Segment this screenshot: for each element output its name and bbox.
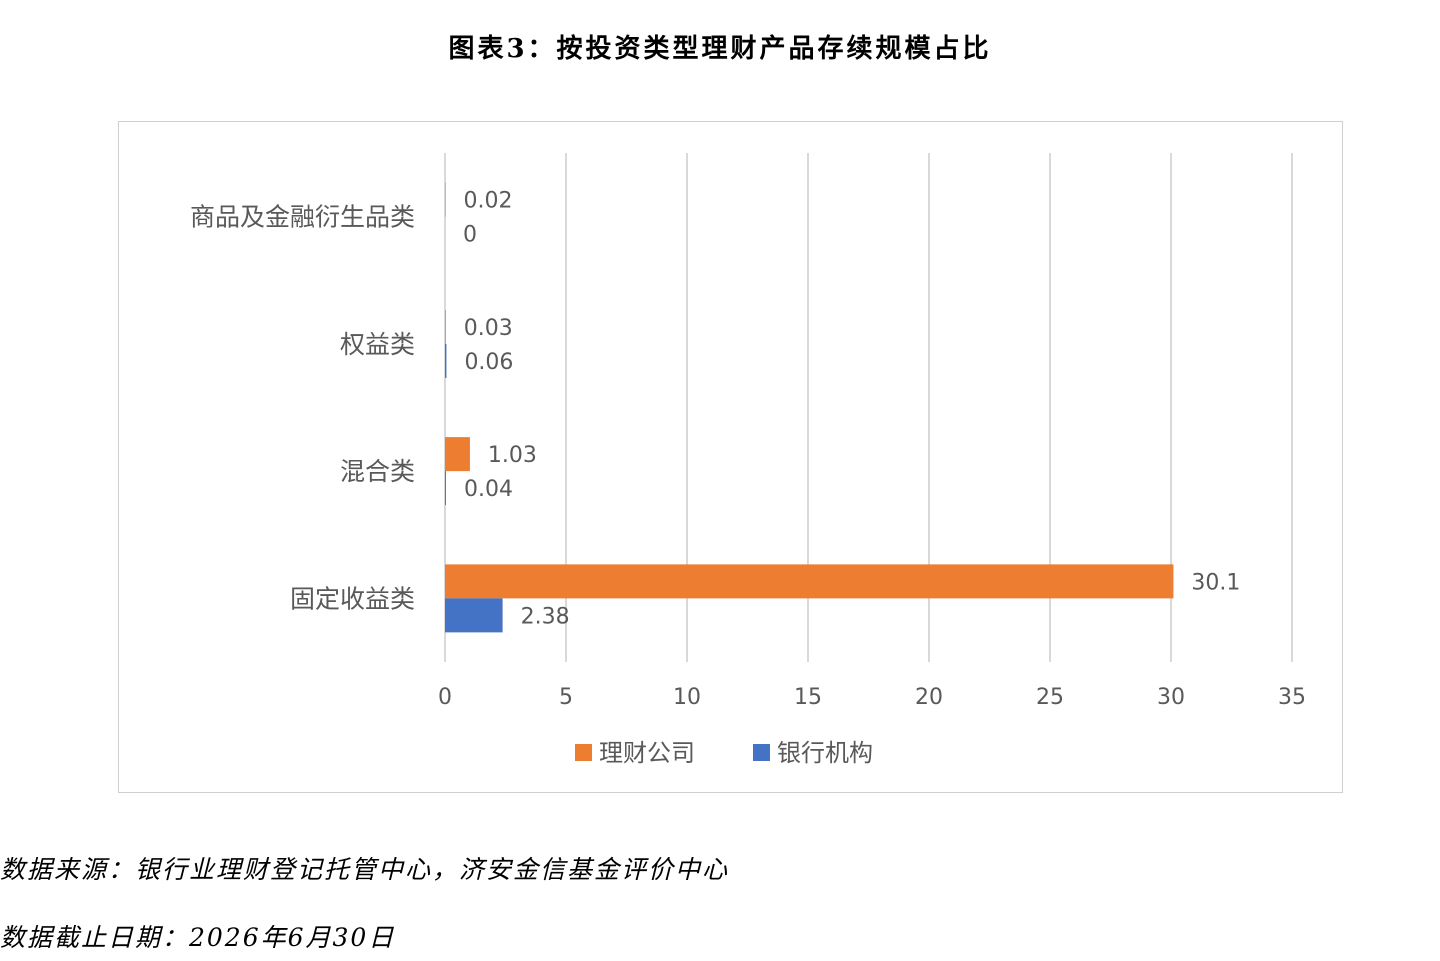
category-label: 商品及金融衍生品类: [190, 203, 415, 232]
bar-company: [445, 564, 1174, 599]
x-tick-label: 10: [673, 685, 701, 710]
data-label: 1.03: [488, 443, 537, 468]
data-labels: 0.02 0 0.03 0.06 1.03 0.04 30.1 2.38: [463, 189, 1240, 630]
bar-bank: [445, 343, 447, 378]
data-label: 0.06: [464, 350, 513, 375]
x-tick-label: 0: [438, 685, 452, 710]
bar-bank: [445, 471, 446, 506]
legend-swatch: [753, 744, 770, 761]
x-tick-label: 15: [794, 685, 822, 710]
page-title: 图表3：按投资类型理财产品存续规模占比: [448, 34, 992, 64]
x-tick-label: 35: [1278, 685, 1306, 710]
date-note: 数据截止日期：2026年6月30日: [0, 923, 396, 952]
legend-swatch: [575, 744, 592, 761]
x-tick-label: 30: [1157, 685, 1185, 710]
x-tick-label: 20: [915, 685, 943, 710]
legend: 理财公司 银行机构: [575, 739, 873, 767]
category-label: 混合类: [340, 457, 415, 486]
source-note: 数据来源：银行业理财登记托管中心，济安金信基金评价中心: [0, 855, 730, 884]
data-label: 0.02: [463, 189, 512, 214]
bar-company: [445, 437, 470, 472]
x-tick-label: 5: [559, 685, 573, 710]
data-label: 0.04: [464, 477, 513, 502]
category-label: 固定收益类: [290, 584, 415, 613]
bar-company: [445, 309, 446, 344]
data-label: 0.03: [464, 316, 513, 341]
data-label: 2.38: [521, 604, 570, 629]
legend-label: 银行机构: [777, 739, 873, 767]
bar-bank: [445, 598, 503, 633]
data-label: 0: [463, 223, 477, 248]
legend-label: 理财公司: [599, 739, 695, 767]
x-tick-labels: 0 5 10 15 20 25 30 35: [438, 685, 1306, 710]
bars: [445, 182, 1174, 633]
data-label: 30.1: [1191, 570, 1240, 595]
category-label: 权益类: [340, 330, 415, 359]
chart-frame: [118, 121, 1343, 793]
x-tick-label: 25: [1036, 685, 1064, 710]
